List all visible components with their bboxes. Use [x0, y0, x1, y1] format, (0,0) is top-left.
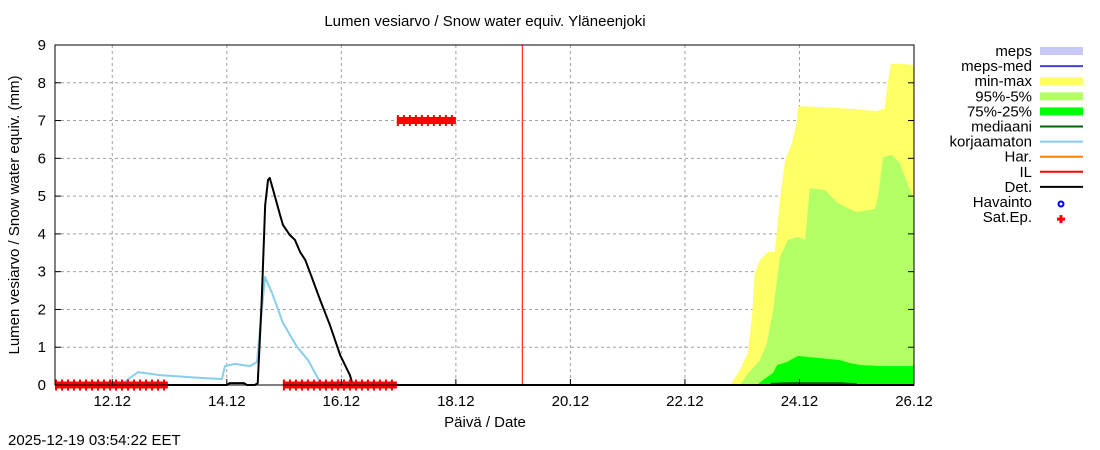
legend-swatch-95-5-	[1040, 92, 1083, 101]
y-tick-label: 9	[38, 37, 46, 54]
legend-swatch-min-max	[1040, 77, 1083, 86]
legend-label: IL	[1019, 164, 1032, 181]
x-tick-label: 24.12	[781, 393, 819, 410]
band-95-5-	[739, 154, 914, 385]
series-korjaamaton	[55, 275, 321, 386]
chart-title: Lumen vesiarvo / Snow water equiv. Yläne…	[324, 13, 645, 30]
legend-label: 95%-5%	[975, 88, 1032, 105]
legend-label: meps-med	[961, 58, 1032, 75]
y-tick-label: 1	[38, 339, 46, 356]
legend-label: Sat.Ep.	[983, 209, 1032, 226]
y-tick-label: 0	[38, 377, 46, 394]
x-tick-label: 22.12	[666, 393, 704, 410]
x-tick-label: 16.12	[323, 393, 361, 410]
legend-label: min-max	[974, 73, 1032, 90]
legend-label: Har.	[1004, 149, 1032, 166]
legend-label: meps	[995, 43, 1032, 60]
y-tick-label: 5	[38, 188, 46, 205]
timestamp: 2025-12-19 03:54:22 EET	[8, 432, 181, 449]
y-axis-label: Lumen vesiarvo / Snow water equiv. (mm)	[6, 76, 23, 355]
x-tick-label: 20.12	[552, 393, 590, 410]
legend-label: 75%-25%	[967, 103, 1032, 120]
plot-frame	[54, 44, 915, 386]
y-tick-label: 7	[38, 113, 46, 130]
legend: mepsmeps-medmin-max95%-5%75%-25%mediaani…	[949, 43, 1083, 226]
legend-swatch-75-25-	[1040, 107, 1083, 116]
ensemble-bands	[730, 63, 914, 386]
y-tick-label: 4	[38, 226, 46, 243]
series-mediaani	[770, 382, 857, 386]
y-tick-label: 2	[38, 301, 46, 318]
y-tick-label: 6	[38, 150, 46, 167]
legend-swatch-havainto	[1057, 200, 1065, 208]
x-tick-label: 12.12	[93, 393, 131, 410]
x-axis-label: Päivä / Date	[444, 414, 526, 431]
legend-label: Det.	[1004, 179, 1032, 196]
x-tick-label: 26.12	[895, 393, 933, 410]
legend-swatch-meps	[1040, 47, 1083, 55]
y-tick-label: 8	[38, 75, 46, 92]
x-tick-label: 14.12	[208, 393, 246, 410]
band-75-25-	[757, 355, 914, 385]
legend-label: korjaamaton	[949, 134, 1032, 151]
legend-label: mediaani	[971, 119, 1032, 136]
axes: 0 1 2 3 4 5 6 7 8 9 12.12 14.12 16.12 18.12 20.12 22.12…	[38, 37, 933, 410]
y-tick-label: 3	[38, 264, 46, 281]
x-tick-label: 18.12	[437, 393, 475, 410]
legend-label: Havainto	[973, 194, 1032, 211]
